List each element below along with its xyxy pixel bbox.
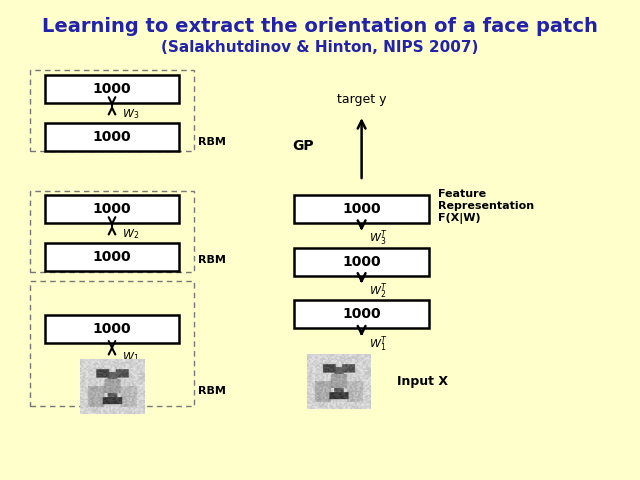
- Text: Input X: Input X: [397, 375, 448, 388]
- Text: (Salakhutdinov & Hinton, NIPS 2007): (Salakhutdinov & Hinton, NIPS 2007): [161, 40, 479, 56]
- Text: $W_1$: $W_1$: [122, 351, 139, 364]
- Text: Learning to extract the orientation of a face patch: Learning to extract the orientation of a…: [42, 17, 598, 36]
- Bar: [294, 195, 429, 223]
- Text: 1000: 1000: [93, 322, 131, 336]
- Text: 1000: 1000: [93, 202, 131, 216]
- Text: RBM: RBM: [198, 255, 227, 265]
- Text: target y: target y: [337, 93, 387, 106]
- Bar: [30, 281, 193, 406]
- Text: $W_3$: $W_3$: [122, 108, 139, 121]
- Bar: [45, 195, 179, 223]
- Bar: [30, 191, 193, 272]
- Bar: [45, 75, 179, 103]
- Text: 1000: 1000: [93, 130, 131, 144]
- Text: RBM: RBM: [198, 137, 227, 146]
- Text: Feature
Representation
F(X|W): Feature Representation F(X|W): [438, 189, 534, 224]
- Bar: [294, 300, 429, 328]
- Bar: [45, 315, 179, 343]
- Text: 1000: 1000: [93, 250, 131, 264]
- Text: 1000: 1000: [93, 82, 131, 96]
- Bar: [45, 123, 179, 151]
- Text: $W_3^T$: $W_3^T$: [369, 229, 388, 248]
- Text: GP: GP: [292, 139, 314, 154]
- Text: RBM: RBM: [198, 386, 227, 396]
- Text: 1000: 1000: [342, 307, 381, 322]
- Text: $W_2$: $W_2$: [122, 227, 139, 240]
- Text: $W_1^T$: $W_1^T$: [369, 335, 388, 354]
- Text: 1000: 1000: [342, 202, 381, 216]
- Bar: [294, 248, 429, 276]
- Text: 1000: 1000: [342, 254, 381, 269]
- Bar: [45, 243, 179, 271]
- Bar: [30, 70, 193, 151]
- Text: $W_2^T$: $W_2^T$: [369, 282, 388, 301]
